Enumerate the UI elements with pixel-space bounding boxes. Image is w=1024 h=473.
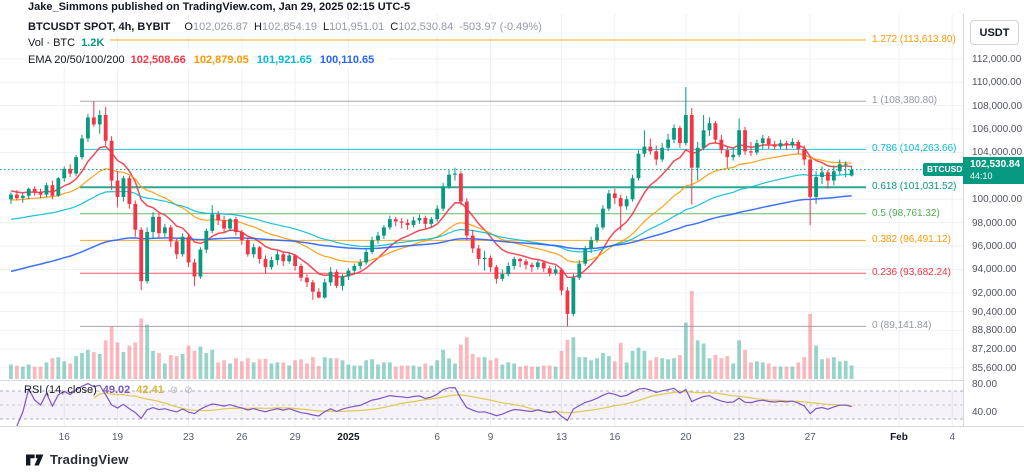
close-value: 102,530.84 — [398, 21, 454, 33]
hidden-indicator-icon[interactable]: ⊘ — [169, 385, 179, 396]
chart-legend: BTCUSDT SPOT, 4h, BYBIT O102,026.87 H102,8… — [24, 20, 548, 69]
fib-level-label: 0.618 (101,031.52) — [872, 181, 957, 193]
volume-value: 1.2K — [81, 37, 105, 50]
price-axis-label: 106,000.00 — [972, 124, 1023, 136]
price-axis-label: 96,000.00 — [972, 241, 1017, 253]
time-axis-label: 6 — [434, 432, 440, 443]
ema-label[interactable]: EMA 20/50/100/200 — [28, 53, 125, 66]
time-axis-label: Feb — [890, 432, 908, 443]
tradingview-logo-icon — [26, 454, 44, 465]
time-axis-label: 9 — [487, 432, 494, 443]
time-axis-label: 23 — [733, 432, 745, 443]
ema20-value: 102,508.66 — [130, 53, 186, 66]
time-axis-label: 29 — [289, 432, 301, 443]
currency-toggle-button[interactable]: USDT — [970, 20, 1019, 45]
tradingview-logo[interactable]: TradingView — [26, 452, 129, 467]
time-axis-label: 19 — [111, 432, 124, 443]
tradingview-logo-text: TradingView — [50, 452, 129, 467]
price-axis-label: 94,000.00 — [972, 264, 1017, 276]
price-axis-label: 110,000.00 — [972, 77, 1022, 89]
rsi-axis-label: 80.00 — [972, 379, 998, 390]
price-axis-label: 108,000.00 — [972, 100, 1023, 112]
price-axis-label: 87,200.00 — [972, 344, 1017, 356]
rsi-axis-label: 40.00 — [972, 407, 998, 418]
close-label: C — [390, 21, 399, 33]
fib-level-label: 0.5 (98,761.32) — [872, 207, 940, 219]
time-axis-label: 26 — [236, 432, 248, 443]
bar-countdown: 44:10 — [970, 171, 993, 182]
price-axis-label: 92,000.00 — [972, 287, 1017, 299]
time-scale[interactable]: 16 19 23 26 29 2025 6 9 13 16 20 23 27 Feb 4 — [0, 426, 1024, 448]
time-axis-label: 16 — [609, 432, 621, 443]
time-axis-label: 13 — [555, 432, 568, 443]
rsi-label[interactable]: RSI (14, close) — [24, 384, 97, 396]
time-axis-label: 23 — [182, 432, 195, 443]
high-label: H — [254, 21, 262, 33]
price-axis-label: 88,800.00 — [972, 325, 1017, 337]
published-watermark: Jake_Simmons published on TradingView.co… — [28, 1, 411, 13]
price-axis-label: 104,000.00 — [972, 147, 1023, 159]
fib-level-label: 1 (108,380.80) — [872, 95, 938, 107]
price-scale[interactable]: USDT 112,000.00 110,000.00 108,000.00 106,0… — [963, 14, 1024, 447]
price-axis-label: 112,000.00 — [972, 53, 1022, 65]
open-label: O — [184, 21, 193, 33]
last-price: 102,530.84 — [970, 159, 1021, 171]
high-value: 102,854.19 — [261, 21, 318, 33]
price-line-symbol-tag: BTCUSDT — [923, 163, 972, 177]
time-axis-label: 2025 — [337, 432, 360, 443]
fib-level-label: 0.236 (93,682.24) — [872, 267, 951, 279]
ema-legend-row: EMA 20/50/100/200 102,508.66 102,879.05 101… — [24, 52, 389, 69]
volume-label[interactable]: Vol · BTC — [28, 37, 76, 50]
volume-legend-row: Vol · BTC 1.2K — [24, 36, 111, 52]
hidden-indicator-icon[interactable]: ⊘ — [184, 385, 193, 396]
price-axis-label: 90,400.00 — [972, 306, 1017, 318]
time-axis-label: 27 — [804, 432, 816, 443]
fib-level-label: 1.272 (113,613.80) — [872, 34, 956, 45]
fib-level-label: 0.382 (96,491.12) — [872, 234, 951, 246]
last-price-badge: 102,530.84 44:10 — [963, 156, 1024, 184]
price-axis-label: 85,600.00 — [972, 362, 1017, 374]
rsi-legend-row: RSI (14, close) 49.02 42.41 ⊘ ⊘ — [24, 384, 193, 396]
symbol-legend-row: BTCUSDT SPOT, 4h, BYBIT O102,026.87 H102,8… — [24, 20, 548, 36]
fib-level-label: 0.786 (104,263.66) — [872, 143, 957, 155]
time-axis-label: 20 — [680, 432, 692, 443]
fib-level-label: 0 (89,141.84) — [872, 320, 932, 332]
time-axis-label: 16 — [58, 432, 70, 443]
price-axis-label: 98,000.00 — [972, 217, 1017, 229]
rsi-value: 49.02 — [102, 384, 131, 396]
ema100-value: 101,921.65 — [256, 53, 312, 66]
ema50-value: 102,879.05 — [193, 53, 249, 66]
price-axis-label: 100,000.00 — [972, 194, 1023, 206]
ema200-value: 100,110.65 — [319, 53, 375, 66]
rsi-ma-value: 42.41 — [136, 384, 164, 396]
time-axis-label: 4 — [949, 432, 956, 443]
change-value: -503.97 (-0.49%) — [459, 21, 542, 33]
open-value: 102,026.87 — [192, 21, 249, 33]
low-label: L — [323, 21, 330, 33]
symbol-title[interactable]: BTCUSDT SPOT, 4h, BYBIT — [28, 21, 171, 33]
low-value: 101,951.01 — [329, 21, 385, 33]
